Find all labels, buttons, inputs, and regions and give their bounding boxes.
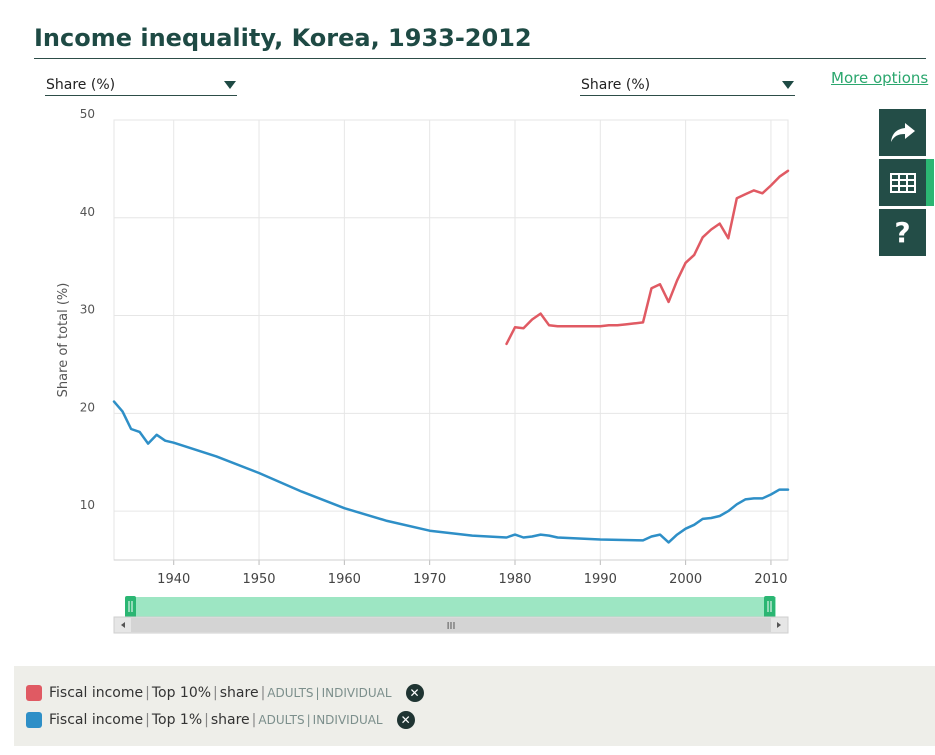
table-button[interactable] xyxy=(879,159,926,206)
chevron-down-icon xyxy=(782,81,794,89)
left-axis-select-label: Share (%) xyxy=(46,77,116,93)
y-tick-label: 20 xyxy=(80,400,95,414)
x-tick-label: 1970 xyxy=(413,572,446,587)
legend-unit: INDIVIDUAL xyxy=(321,686,392,700)
remove-series-button[interactable]: ✕ xyxy=(405,684,424,702)
legend-percentile: Top 1% xyxy=(151,712,203,728)
x-tick-label: 1960 xyxy=(328,572,361,587)
legend-variable: share xyxy=(219,685,259,701)
series-line-0[interactable] xyxy=(505,169,790,346)
range-handle-right[interactable] xyxy=(764,596,775,618)
legend-panel: Fiscal income | Top 10% | share | ADULTS… xyxy=(14,666,935,746)
plot-frame xyxy=(113,119,789,561)
legend-measure: Fiscal income xyxy=(49,712,144,728)
chart: 1940 1950 1960 1970 1980 1990 2000 201010203040… xyxy=(56,107,790,634)
chevron-down-icon xyxy=(224,81,236,89)
range-selection[interactable] xyxy=(126,597,776,617)
right-axis-select-label: Share (%) xyxy=(581,77,651,93)
title-divider xyxy=(34,58,926,59)
y-tick-label: 50 xyxy=(80,107,95,121)
active-indicator xyxy=(926,159,934,206)
right-axis-select[interactable]: Share (%) xyxy=(580,73,795,96)
y-tick-label: 10 xyxy=(80,498,95,512)
x-tick-label: 2010 xyxy=(754,572,787,587)
series-line-1[interactable] xyxy=(112,400,790,544)
x-tick-label: 2000 xyxy=(669,572,702,587)
legend-population: ADULTS xyxy=(267,686,314,700)
x-tick-label: 1990 xyxy=(584,572,617,587)
legend-swatch xyxy=(26,685,42,701)
scroll-right-arrow-icon[interactable] xyxy=(777,622,781,628)
x-tick-label: 1940 xyxy=(157,572,190,587)
help-button[interactable]: ? xyxy=(879,209,926,256)
remove-series-button[interactable]: ✕ xyxy=(396,711,415,729)
legend-item-top1: Fiscal income | Top 1% | share | ADULTS … xyxy=(26,710,415,730)
left-axis-select[interactable]: Share (%) xyxy=(45,73,237,96)
more-options-link[interactable]: More options xyxy=(831,69,929,87)
x-tick-label: 1980 xyxy=(498,572,531,587)
legend-unit: INDIVIDUAL xyxy=(312,713,383,727)
y-tick-label: 30 xyxy=(80,303,95,317)
x-tick-label: 1950 xyxy=(242,572,275,587)
scrollbar-grip[interactable]: III xyxy=(447,621,456,632)
legend-variable: share xyxy=(210,712,250,728)
y-tick-label: 40 xyxy=(80,205,95,219)
scroll-left-arrow-icon[interactable] xyxy=(121,622,125,628)
page-title: Income inequality, Korea, 1933-2012 xyxy=(34,24,532,52)
legend-percentile: Top 10% xyxy=(151,685,212,701)
share-button[interactable] xyxy=(879,109,926,156)
legend-measure: Fiscal income xyxy=(49,685,144,701)
scrollbar-thumb[interactable] xyxy=(131,618,771,632)
y-axis-label: Share of total (%) xyxy=(56,283,71,398)
legend-item-top10: Fiscal income | Top 10% | share | ADULTS… xyxy=(26,683,424,703)
help-icon: ? xyxy=(894,216,911,249)
legend-population: ADULTS xyxy=(258,713,305,727)
table-icon xyxy=(889,172,916,193)
range-handle-left[interactable] xyxy=(125,596,136,618)
legend-swatch xyxy=(26,712,42,728)
share-icon xyxy=(890,122,915,142)
